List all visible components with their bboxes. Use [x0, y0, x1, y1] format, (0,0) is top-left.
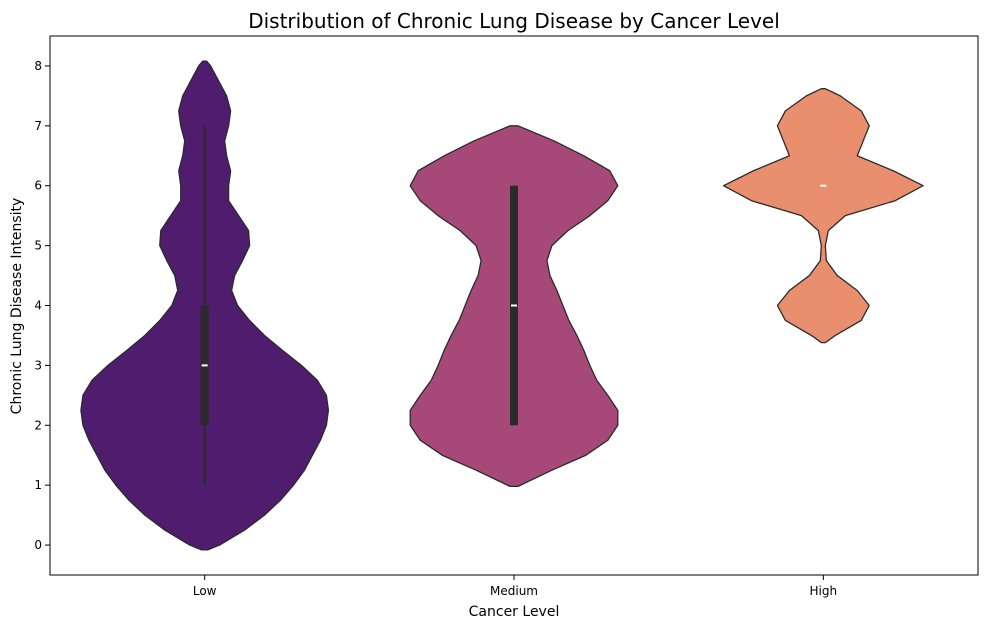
y-tick-label: 1: [34, 478, 42, 492]
median-marker-medium: [511, 304, 517, 307]
y-tick-label: 4: [34, 299, 42, 313]
violin-layer: [80, 60, 924, 551]
x-axis-label: Cancer Level: [469, 604, 560, 620]
y-tick-label: 7: [34, 119, 42, 133]
y-tick-label: 5: [34, 239, 42, 253]
y-tick-label: 2: [34, 418, 42, 432]
median-marker-low: [201, 364, 208, 367]
y-tick-label: 8: [34, 59, 42, 73]
x-tick-label-high: High: [810, 584, 838, 598]
x-tick-label-medium: Medium: [490, 584, 538, 598]
y-axis: 0 1 2 3 4 5 6 7 8: [34, 59, 50, 552]
y-axis-label: Chronic Lung Disease Intensity: [9, 198, 25, 415]
y-tick-label: 3: [34, 358, 42, 372]
x-tick-label-low: Low: [193, 584, 217, 598]
violin-high: [722, 88, 924, 344]
chart-title: Distribution of Chronic Lung Disease by …: [248, 9, 780, 33]
y-tick-label: 6: [34, 179, 42, 193]
median-marker-high: [820, 184, 827, 187]
x-axis: Low Medium High: [193, 575, 837, 598]
y-tick-label: 0: [34, 538, 42, 552]
